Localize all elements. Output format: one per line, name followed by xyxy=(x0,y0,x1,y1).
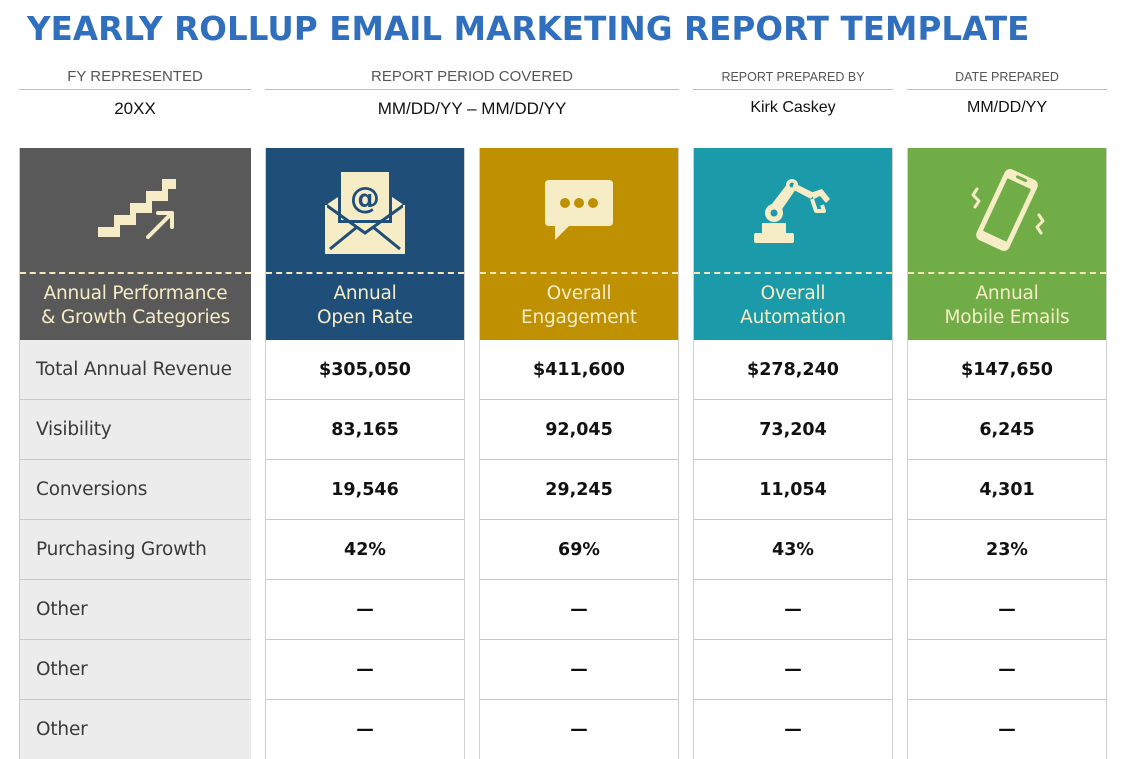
fy-label: FY REPRESENTED xyxy=(19,68,251,90)
engagement-header: Overall Engagement xyxy=(480,148,678,340)
mobile-emails-header-label: Annual Mobile Emails xyxy=(944,283,1070,328)
prepared-by-value[interactable]: Kirk Caskey xyxy=(750,99,836,116)
value-cell[interactable]: 83,165 xyxy=(266,400,464,460)
category-column: Annual Performance & Growth Categories T… xyxy=(19,148,251,759)
value-cell[interactable]: — xyxy=(480,640,678,700)
category-row-label: Purchasing Growth xyxy=(20,520,251,580)
value-cell[interactable]: 4,301 xyxy=(908,460,1106,520)
category-header-label: Annual Performance & Growth Categories xyxy=(40,283,231,328)
value-cell[interactable]: $278,240 xyxy=(694,340,892,400)
open-rate-header-label: Annual Open Rate xyxy=(317,283,413,328)
value-cell[interactable]: 42% xyxy=(266,520,464,580)
vibrating-phone-icon xyxy=(971,169,1045,251)
value-cell[interactable]: — xyxy=(694,580,892,640)
value-cell[interactable]: $411,600 xyxy=(480,340,678,400)
value-cell[interactable]: 6,245 xyxy=(908,400,1106,460)
value-cell[interactable]: — xyxy=(480,580,678,640)
value-cell[interactable]: 23% xyxy=(908,520,1106,580)
category-row-label: Total Annual Revenue xyxy=(20,340,251,400)
value-cell[interactable]: — xyxy=(480,700,678,759)
value-cell[interactable]: — xyxy=(694,700,892,759)
value-cell[interactable]: 92,045 xyxy=(480,400,678,460)
date-value[interactable]: MM/DD/YY xyxy=(967,99,1047,116)
value-cell[interactable]: 11,054 xyxy=(694,460,892,520)
category-row-label: Other xyxy=(20,700,251,759)
value-cell[interactable]: — xyxy=(694,640,892,700)
mobile-emails-header: Annual Mobile Emails xyxy=(908,148,1106,340)
fy-value[interactable]: 20XX xyxy=(114,99,156,118)
category-row-label: Other xyxy=(20,640,251,700)
value-cell[interactable]: $305,050 xyxy=(266,340,464,400)
open-rate-header: @ Annual Open Rate xyxy=(266,148,464,340)
stairs-growth-icon xyxy=(97,179,176,239)
column-mobile-emails: Annual Mobile Emails $147,650 6,245 4,301 2… xyxy=(907,148,1107,759)
value-cell[interactable]: 29,245 xyxy=(480,460,678,520)
value-cell[interactable]: — xyxy=(266,580,464,640)
prepared-by-label: REPORT PREPARED BY xyxy=(693,70,893,90)
date-label: DATE PREPARED xyxy=(907,70,1107,90)
category-row-label: Other xyxy=(20,580,251,640)
column-automation: Overall Automation $278,240 73,204 11,054 4… xyxy=(693,148,893,759)
value-cell[interactable]: — xyxy=(908,700,1106,759)
category-header: Annual Performance & Growth Categories xyxy=(20,148,251,340)
period-label: REPORT PERIOD COVERED xyxy=(265,68,679,90)
category-row-label: Conversions xyxy=(20,460,251,520)
column-engagement: Overall Engagement $411,600 92,045 29,245 6… xyxy=(479,148,679,759)
automation-header: Overall Automation xyxy=(694,148,892,340)
value-cell[interactable]: — xyxy=(908,640,1106,700)
value-cell[interactable]: 69% xyxy=(480,520,678,580)
page-title: YEARLY ROLLUP EMAIL MARKETING REPORT TEM… xyxy=(27,10,1030,48)
value-cell[interactable]: — xyxy=(908,580,1106,640)
period-value[interactable]: MM/DD/YY – MM/DD/YY xyxy=(377,99,567,118)
value-cell[interactable]: 73,204 xyxy=(694,400,892,460)
value-cell[interactable]: — xyxy=(266,700,464,759)
value-cell[interactable]: 43% xyxy=(694,520,892,580)
category-row-label: Visibility xyxy=(20,400,251,460)
envelope-at-icon: @ xyxy=(325,169,405,254)
value-cell[interactable]: 19,546 xyxy=(266,460,464,520)
chat-bubble-icon xyxy=(545,180,613,240)
value-cell[interactable]: — xyxy=(266,640,464,700)
automation-header-label: Overall Automation xyxy=(740,283,846,328)
robot-arm-icon xyxy=(754,179,830,243)
value-cell[interactable]: $147,650 xyxy=(908,340,1106,400)
svg-text:@: @ xyxy=(350,181,380,216)
engagement-header-label: Overall Engagement xyxy=(520,283,637,328)
column-open-rate: @ Annual Open Rate $305,050 83,165 19,546 4… xyxy=(265,148,465,759)
